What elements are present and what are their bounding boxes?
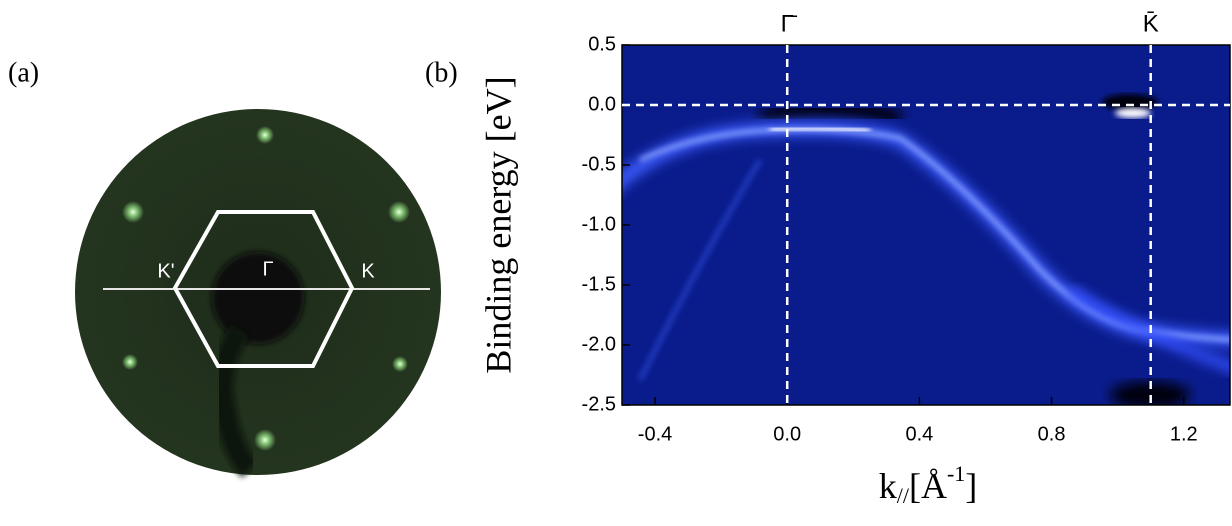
y-tick-label: -2.5 <box>582 393 616 415</box>
x-tick-label: 0.8 <box>1038 423 1066 445</box>
marker-label: Γ̄ <box>781 10 798 37</box>
x-label-part: k <box>879 466 897 506</box>
arpes-image <box>622 45 1230 405</box>
panel-label: (a) <box>8 57 39 88</box>
marker-label: K̄ <box>1143 10 1159 37</box>
x-label-part: ] <box>965 466 977 506</box>
y-tick-label: -1.5 <box>582 273 616 295</box>
y-axis-label: Binding energy [eV] <box>478 76 518 373</box>
y-tick-label: -0.5 <box>582 153 616 175</box>
y-tick-label: -1.0 <box>582 213 616 235</box>
panel-label: (b) <box>425 57 458 88</box>
x-tick-label: 0.0 <box>773 423 801 445</box>
point-label: K <box>361 260 375 282</box>
y-tick-label: 0.0 <box>588 93 616 115</box>
point-label: K' <box>157 260 174 282</box>
y-tick-label: 0.5 <box>588 33 616 55</box>
x-tick-label: -0.4 <box>638 423 672 445</box>
x-label-part: [Å <box>909 466 947 506</box>
x-tick-label: 0.4 <box>905 423 933 445</box>
x-label-part: -1 <box>947 461 965 486</box>
leed-pattern <box>75 109 441 478</box>
point-label: Γ <box>262 258 273 280</box>
y-tick-label: -2.0 <box>582 333 616 355</box>
x-label-part: // <box>897 483 910 508</box>
x-tick-label: 1.2 <box>1170 423 1198 445</box>
x-axis-label: k//[Å-1] <box>879 461 978 508</box>
